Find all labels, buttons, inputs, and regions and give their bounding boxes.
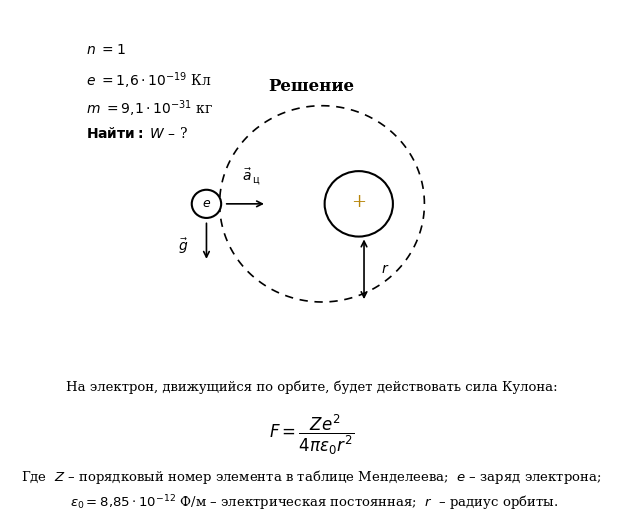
Text: $F = \dfrac{Ze^2}{4\pi\varepsilon_0 r^2}$: $F = \dfrac{Ze^2}{4\pi\varepsilon_0 r^2}…	[269, 413, 354, 457]
Text: $r$: $r$	[381, 262, 389, 276]
Text: $m$ $= 9{,}1 \cdot 10^{-31}$ кг: $m$ $= 9{,}1 \cdot 10^{-31}$ кг	[85, 98, 213, 119]
Text: $e$ $= 1{,}6 \cdot 10^{-19}$ Кл: $e$ $= 1{,}6 \cdot 10^{-19}$ Кл	[85, 71, 212, 91]
Text: $\varepsilon_0 = 8{,}85 \cdot 10^{-12}$ Ф/м – электрическая постоянная;  $r$  – : $\varepsilon_0 = 8{,}85 \cdot 10^{-12}$ …	[70, 493, 558, 513]
Text: $e$: $e$	[202, 197, 211, 210]
Text: $\vec{a}_{\,\text{ц}}$: $\vec{a}_{\,\text{ц}}$	[242, 167, 260, 187]
Text: $n$ $= 1$: $n$ $= 1$	[85, 43, 125, 57]
Circle shape	[192, 190, 221, 218]
Text: На электрон, движущийся по орбите, будет действовать сила Кулона:: На электрон, движущийся по орбите, будет…	[65, 380, 558, 393]
Circle shape	[325, 171, 393, 236]
Text: Где  $Z$ – порядковый номер элемента в таблице Менделеева;  $e$ – заряд электрон: Где $Z$ – порядковый номер элемента в та…	[21, 468, 602, 486]
Text: $\mathbf{Найти:}$ $W$ – ?: $\mathbf{Найти:}$ $W$ – ?	[85, 126, 188, 141]
Text: +: +	[351, 193, 366, 211]
Text: $\vec{g}$: $\vec{g}$	[178, 237, 188, 256]
Text: Решение: Решение	[269, 78, 354, 95]
